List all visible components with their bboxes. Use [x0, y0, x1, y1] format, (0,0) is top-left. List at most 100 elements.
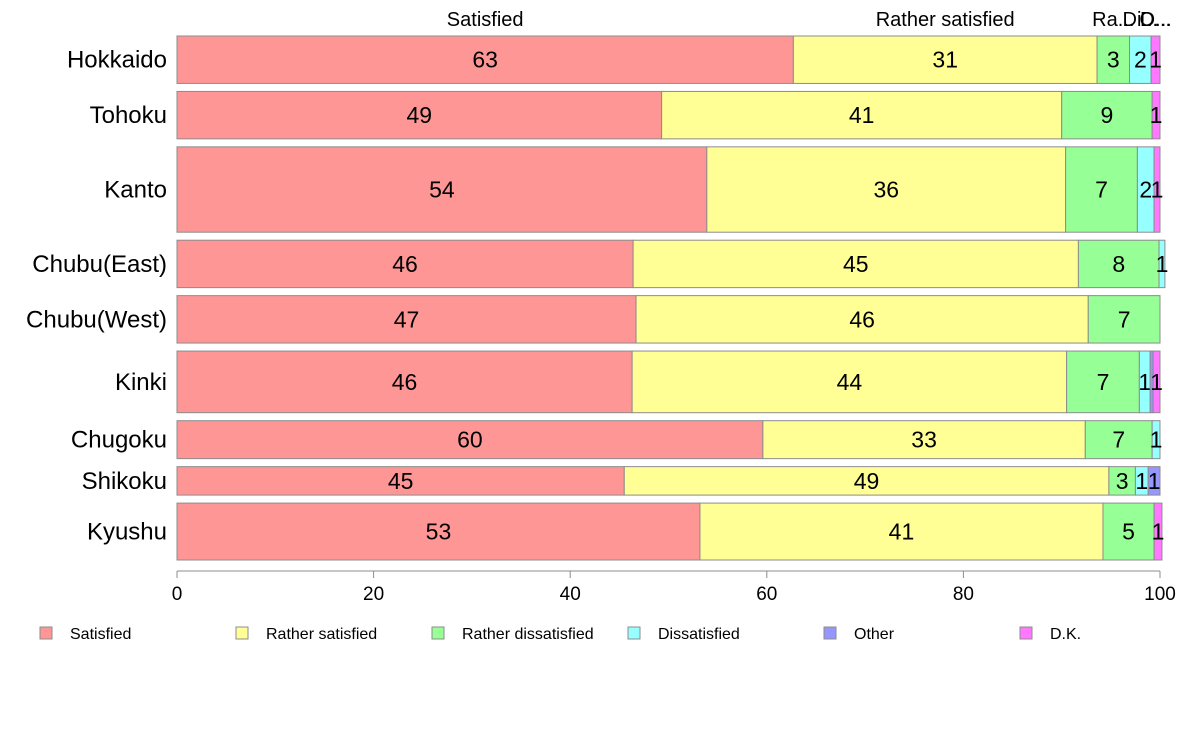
bar-segment: [176, 90, 663, 140]
data-label: 1: [1150, 427, 1163, 453]
data-label: 8: [1112, 251, 1125, 277]
top-series-label: Ra...: [1092, 9, 1134, 31]
data-label: 47: [394, 306, 420, 332]
bar-segment: [1147, 466, 1161, 496]
x-tick-label: 80: [953, 584, 974, 605]
data-label: 46: [849, 306, 875, 332]
data-label: 1: [1150, 369, 1163, 395]
category-label: Shikoku: [82, 468, 167, 495]
legend-swatch: [431, 626, 445, 640]
data-label: 1: [1152, 519, 1165, 545]
x-axis: 0 20 40 60 80 100: [172, 570, 1176, 605]
bar-segment: [623, 466, 1110, 496]
data-label: 36: [873, 177, 899, 203]
top-series-label: Di...: [1123, 9, 1159, 31]
bar-segment: [632, 239, 1079, 289]
bar-segment: [1077, 239, 1160, 289]
legend-swatch: [235, 626, 249, 640]
data-label: 31: [932, 47, 958, 73]
bar-segment: [699, 502, 1104, 561]
bar-segment: [1096, 35, 1131, 84]
bar-segment: [176, 239, 634, 289]
data-label: 63: [472, 47, 498, 73]
data-label: 7: [1112, 427, 1125, 453]
category-label: Kinki: [115, 369, 167, 396]
bar-segment: [1151, 420, 1161, 460]
data-label: 49: [407, 102, 433, 128]
legend-swatch: [1019, 626, 1033, 640]
data-label: 1: [1148, 468, 1161, 494]
data-label: 1: [1149, 47, 1162, 73]
legend-swatch: [39, 626, 53, 640]
data-label: 7: [1095, 177, 1108, 203]
bar-segment: [1153, 502, 1163, 561]
category-label: Chubu(East): [32, 251, 167, 278]
bar-segment: [176, 295, 637, 344]
bar-segment: [176, 420, 764, 460]
data-label: 49: [854, 468, 880, 494]
top-series-label: O...: [1139, 9, 1171, 31]
bar-segment: [1153, 146, 1161, 233]
legend-swatch: [823, 626, 837, 640]
bar-segment: [176, 146, 708, 233]
category-label: Chugoku: [71, 427, 167, 454]
data-label: 1: [1150, 102, 1163, 128]
bar-segment: [706, 146, 1067, 233]
legend-label: Other: [854, 626, 895, 643]
data-label: 41: [849, 102, 875, 128]
category-label: Chubu(West): [26, 306, 167, 333]
x-tick-label: 40: [560, 584, 581, 605]
bar-segment: [762, 420, 1086, 460]
data-label: 53: [426, 519, 452, 545]
legend-label: Dissatisfied: [658, 626, 740, 643]
top-series-label: Satisfied: [447, 9, 524, 31]
bar-segment: [1158, 239, 1166, 289]
bar-segment: [792, 35, 1098, 84]
data-label: 1: [1151, 177, 1164, 203]
data-label: 44: [837, 369, 863, 395]
data-label: 33: [911, 427, 937, 453]
data-label: 1: [1135, 468, 1148, 494]
bar-segment: [1108, 466, 1136, 496]
bar-segment: [631, 350, 1068, 414]
data-label: 1: [1156, 251, 1169, 277]
legend-label: Rather dissatisfied: [462, 626, 594, 643]
category-labels-layer: Hokkaido Tohoku Kanto Chubu(East) Chubu(West…: [26, 47, 167, 546]
legend: Satisfied Rather satisfied Rather dissatis…: [39, 626, 1081, 643]
data-label: 3: [1107, 47, 1120, 73]
legend-label: Rather satisfied: [266, 626, 377, 643]
bar-segment: [635, 295, 1089, 344]
x-tick-label: 100: [1144, 584, 1176, 605]
bar-segment: [176, 35, 794, 84]
bar-segment: [1150, 35, 1161, 84]
data-label: 46: [392, 251, 418, 277]
top-series-label: Rather satisfied: [876, 9, 1015, 31]
category-label: Tohoku: [90, 102, 167, 129]
bar-segment: [1151, 90, 1161, 140]
data-label: 7: [1097, 369, 1110, 395]
bar-segment: [1152, 350, 1161, 414]
bar-segment: [1084, 420, 1153, 460]
data-label: 5: [1122, 519, 1135, 545]
legend-label: Satisfied: [70, 626, 131, 643]
bar-segment: [176, 502, 701, 561]
data-label: 46: [392, 369, 418, 395]
category-label: Kanto: [104, 177, 167, 204]
bar-segment: [1061, 90, 1153, 140]
top-series-label: D...: [1140, 9, 1171, 31]
bar-segment: [1066, 350, 1140, 414]
data-label: 2: [1134, 47, 1147, 73]
bar-segment: [176, 350, 633, 414]
category-label: Hokkaido: [67, 47, 167, 74]
legend-swatch: [627, 626, 641, 640]
legend-label: D.K.: [1050, 626, 1081, 643]
bar-segment: [661, 90, 1063, 140]
bar-segment: [1087, 295, 1161, 344]
top-labels-layer: Satisfied Rather satisfied Ra...Di...O...D…: [447, 9, 1172, 31]
category-label: Kyushu: [87, 519, 167, 546]
bar-segment: [176, 466, 625, 496]
data-label: 45: [388, 468, 414, 494]
data-label: 60: [457, 427, 483, 453]
